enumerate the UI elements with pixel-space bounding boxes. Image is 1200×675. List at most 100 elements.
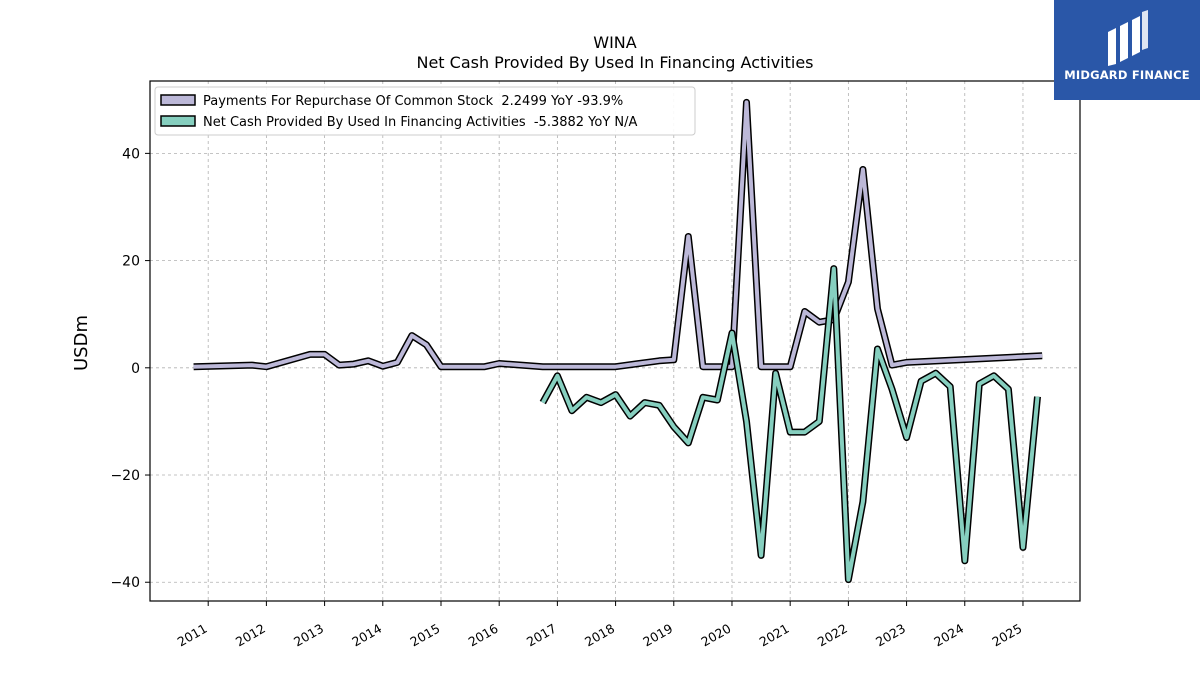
series-0-point (339, 365, 340, 366)
legend-swatch-net-cash (160, 115, 196, 127)
legend-box (154, 86, 696, 136)
series-1-point (688, 442, 689, 443)
y-tick-label: −40 (110, 575, 140, 591)
series-0-point (892, 365, 893, 366)
y-tick-label: 40 (122, 146, 140, 162)
series-0-point (310, 354, 311, 355)
series-1-point (833, 268, 834, 269)
series-1-point (1023, 547, 1024, 548)
series-1-point (993, 375, 994, 376)
series-1-point (775, 373, 776, 374)
brand-name: MIDGARD FINANCE (1064, 68, 1190, 82)
series-0-point (397, 362, 398, 363)
x-tick-label: 2014 (349, 621, 384, 650)
y-tick-label: 20 (122, 254, 140, 270)
x-tick-label: 2024 (931, 621, 966, 650)
x-tick-label: 2016 (466, 621, 501, 650)
x-tick-label: 2023 (873, 621, 908, 650)
series-0-point (804, 311, 805, 312)
series-0-point (702, 366, 703, 367)
series-0-point (441, 366, 442, 367)
series-0-point (368, 360, 369, 361)
series-0-point (324, 354, 325, 355)
series-0-point (615, 366, 616, 367)
series-1-point (935, 373, 936, 374)
series-line-0 (193, 100, 1043, 369)
series-0-point (601, 366, 602, 367)
series-1-point (732, 333, 733, 334)
series-0-point (717, 366, 718, 367)
x-tick-label: 2015 (407, 621, 442, 650)
series-0-point (542, 366, 543, 367)
x-tick-label: 2022 (815, 621, 850, 650)
series-0-point (266, 366, 267, 367)
y-tick-label: −20 (110, 468, 140, 484)
midgard-logo-icon (1108, 10, 1148, 66)
x-tick-label: 2019 (640, 621, 675, 650)
y-tick-label: 0 (131, 361, 140, 377)
chart-subtitle: Net Cash Provided By Used In Financing A… (416, 53, 813, 72)
series-0-point (499, 363, 500, 364)
series-1-point (659, 405, 660, 406)
series-1-point (790, 432, 791, 433)
series-0-point (906, 362, 907, 363)
legend-label-net-cash: Net Cash Provided By Used In Financing A… (203, 115, 638, 130)
grid-lines (150, 81, 1080, 601)
series-1-point (1008, 389, 1009, 390)
series-1-point (702, 397, 703, 398)
series-1-point (877, 349, 878, 350)
series-0-point (862, 169, 863, 170)
series-1-point (644, 402, 645, 403)
series-0-point (775, 366, 776, 367)
x-tick-label: 2017 (524, 621, 559, 650)
series-0-point (353, 364, 354, 365)
x-tick-label: 2011 (175, 621, 210, 650)
series-line-1 (541, 266, 1040, 582)
series-1-point (717, 400, 718, 401)
series-1-point (571, 410, 572, 411)
x-tick-label: 2018 (582, 621, 617, 650)
series-1-point (862, 501, 863, 502)
series-1-point (557, 375, 558, 376)
series-0-point (193, 366, 194, 367)
series-1-point (746, 421, 747, 422)
series-0-point (761, 366, 762, 367)
series-1-point (586, 397, 587, 398)
series-0-point (790, 366, 791, 367)
brand-logo: MIDGARD FINANCE (1054, 0, 1200, 100)
series-outline-0 (193, 98, 1043, 371)
series-0-point (1042, 355, 1043, 356)
series-0-point (382, 366, 383, 367)
series-0-point (557, 366, 558, 367)
series-1-point (906, 437, 907, 438)
series-0-point (484, 366, 485, 367)
x-tick-label: 2020 (698, 621, 733, 650)
legend-label-repurchase: Payments For Repurchase Of Common Stock … (203, 94, 623, 109)
series-0-point (411, 335, 412, 336)
series-0-point (426, 344, 427, 345)
series-1-point (892, 389, 893, 390)
x-tick-label: 2025 (989, 621, 1024, 650)
x-tick-label: 2013 (291, 621, 326, 650)
series-0-point (688, 236, 689, 237)
y-axis-label: USDm (71, 315, 92, 371)
series-1-point (615, 394, 616, 395)
series-lines (193, 98, 1043, 584)
x-tick-label: 2012 (233, 621, 268, 650)
series-1-point (761, 555, 762, 556)
x-tick-label: 2021 (757, 621, 792, 650)
plot-frame (149, 80, 1081, 602)
series-1-point (819, 421, 820, 422)
series-0-point (251, 365, 252, 366)
series-1-point (1037, 396, 1038, 397)
series-1-point (601, 402, 602, 403)
series-0-point (732, 366, 733, 367)
legend: Payments For Repurchase Of Common Stock … (154, 86, 696, 136)
series-1-point (921, 381, 922, 382)
series-1-point (804, 432, 805, 433)
chart-title: WINA (593, 33, 637, 52)
series-1-point (950, 386, 951, 387)
series-1-point (673, 426, 674, 427)
series-0-point (673, 359, 674, 360)
